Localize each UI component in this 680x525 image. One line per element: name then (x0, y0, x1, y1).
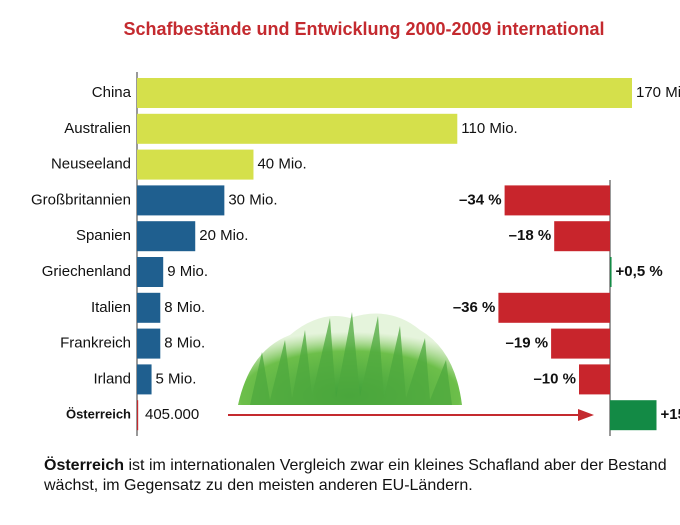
change-bar (610, 257, 612, 287)
bar (137, 113, 458, 144)
change-label: –34 % (459, 191, 502, 208)
category-label: China (92, 84, 132, 101)
change-label: –19 % (506, 335, 549, 352)
category-label: Österreich (66, 407, 131, 422)
value-label: 20 Mio. (199, 227, 248, 244)
bar (137, 364, 152, 395)
category-label: Neuseeland (51, 156, 131, 173)
category-label: Frankreich (60, 335, 131, 352)
value-label: 8 Mio. (164, 335, 205, 352)
category-label: Spanien (76, 227, 131, 244)
category-label: Großbritannien (31, 191, 131, 208)
caption: Österreich ist im internationalen Vergle… (44, 456, 680, 496)
caption-bold: Österreich (44, 457, 125, 474)
change-label: –18 % (509, 227, 552, 244)
change-label: –36 % (453, 299, 496, 316)
arrow-head (578, 409, 594, 421)
category-label: Australien (64, 120, 131, 137)
bar (137, 328, 161, 359)
change-bar (504, 185, 610, 216)
bar (137, 221, 196, 252)
value-label: 40 Mio. (257, 156, 306, 173)
value-label: 9 Mio. (167, 263, 208, 280)
bar (137, 149, 254, 180)
value-label: 110 Mio. (461, 120, 517, 137)
chart: Schafbestände und Entwicklung 2000-2009 … (31, 19, 680, 436)
bar (137, 78, 632, 108)
change-label: +0,5 % (616, 263, 663, 280)
change-bar (610, 400, 657, 431)
chart-title: Schafbestände und Entwicklung 2000-2009 … (123, 19, 604, 39)
grass (238, 312, 462, 405)
bar (137, 185, 225, 216)
category-label: Italien (91, 299, 131, 316)
change-label: –10 % (533, 370, 576, 387)
change-bar (579, 364, 610, 395)
change-label: +15 % (661, 406, 680, 423)
value-label: 5 Mio. (156, 370, 197, 387)
change-bar (498, 292, 610, 323)
bar (137, 257, 164, 287)
category-label: Griechenland (42, 263, 131, 280)
change-bar (551, 328, 610, 359)
change-bar (554, 221, 610, 252)
value-label: 405.000 (145, 406, 199, 423)
caption-text: ist im internationalen Vergleich zwar ei… (44, 457, 667, 494)
category-label: Irland (93, 370, 131, 387)
value-label: 170 Mio. (636, 84, 680, 101)
value-label: 30 Mio. (228, 191, 277, 208)
value-label: 8 Mio. (164, 299, 205, 316)
bar (137, 292, 161, 323)
bar (137, 400, 139, 431)
